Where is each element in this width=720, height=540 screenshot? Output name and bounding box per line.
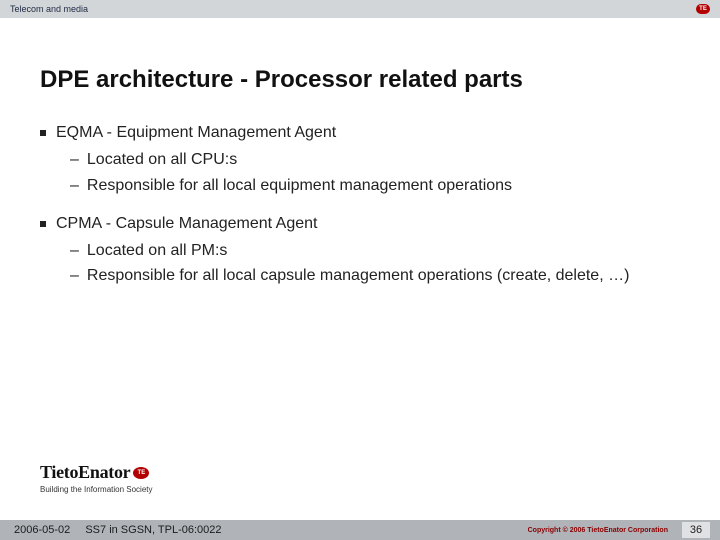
- square-bullet-icon: [40, 221, 46, 227]
- sub-list: – Located on all CPU:s – Responsible for…: [70, 148, 680, 196]
- list-item: EQMA - Equipment Management Agent – Loca…: [40, 122, 680, 197]
- sub-text: Responsible for all local equipment mana…: [87, 174, 680, 197]
- dash-bullet-icon: –: [70, 264, 79, 287]
- sub-item: – Responsible for all local capsule mana…: [70, 264, 680, 287]
- bullet-text: EQMA - Equipment Management Agent: [56, 122, 336, 144]
- slide: Telecom and media TE DPE architecture - …: [0, 0, 720, 540]
- sub-item: – Responsible for all local equipment ma…: [70, 174, 680, 197]
- bullet-text: CPMA - Capsule Management Agent: [56, 213, 317, 235]
- page-number: 36: [682, 522, 710, 538]
- footer-text: 2006-05-02 SS7 in SGSN, TPL-06:0022: [14, 524, 222, 536]
- dash-bullet-icon: –: [70, 148, 79, 171]
- logo-tagline: Building the Information Society: [40, 485, 153, 494]
- list-item: CPMA - Capsule Management Agent – Locate…: [40, 213, 680, 288]
- footer: 2006-05-02 SS7 in SGSN, TPL-06:0022 Copy…: [0, 520, 720, 540]
- sub-item: – Located on all PM:s: [70, 239, 680, 262]
- sub-item: – Located on all CPU:s: [70, 148, 680, 171]
- topbar: Telecom and media TE: [0, 0, 720, 18]
- sub-text: Located on all PM:s: [87, 239, 680, 262]
- te-badge-icon: TE: [696, 4, 710, 14]
- dash-bullet-icon: –: [70, 239, 79, 262]
- dash-bullet-icon: –: [70, 174, 79, 197]
- topbar-label: Telecom and media: [10, 4, 88, 14]
- logo-badge-icon: TE: [133, 467, 149, 479]
- footer-doc: SS7 in SGSN, TPL-06:0022: [85, 524, 221, 536]
- bullet-list: EQMA - Equipment Management Agent – Loca…: [40, 122, 680, 288]
- slide-title: DPE architecture - Processor related par…: [40, 66, 680, 94]
- sub-list: – Located on all PM:s – Responsible for …: [70, 239, 680, 287]
- square-bullet-icon: [40, 130, 46, 136]
- sub-text: Located on all CPU:s: [87, 148, 680, 171]
- company-logo: TietoEnator TE Building the Information …: [40, 462, 153, 494]
- footer-date: 2006-05-02: [14, 524, 70, 536]
- sub-text: Responsible for all local capsule manage…: [87, 264, 680, 287]
- logo-name: TietoEnator: [40, 462, 130, 483]
- copyright: Copyright © 2006 TietoEnator Corporation: [528, 527, 668, 534]
